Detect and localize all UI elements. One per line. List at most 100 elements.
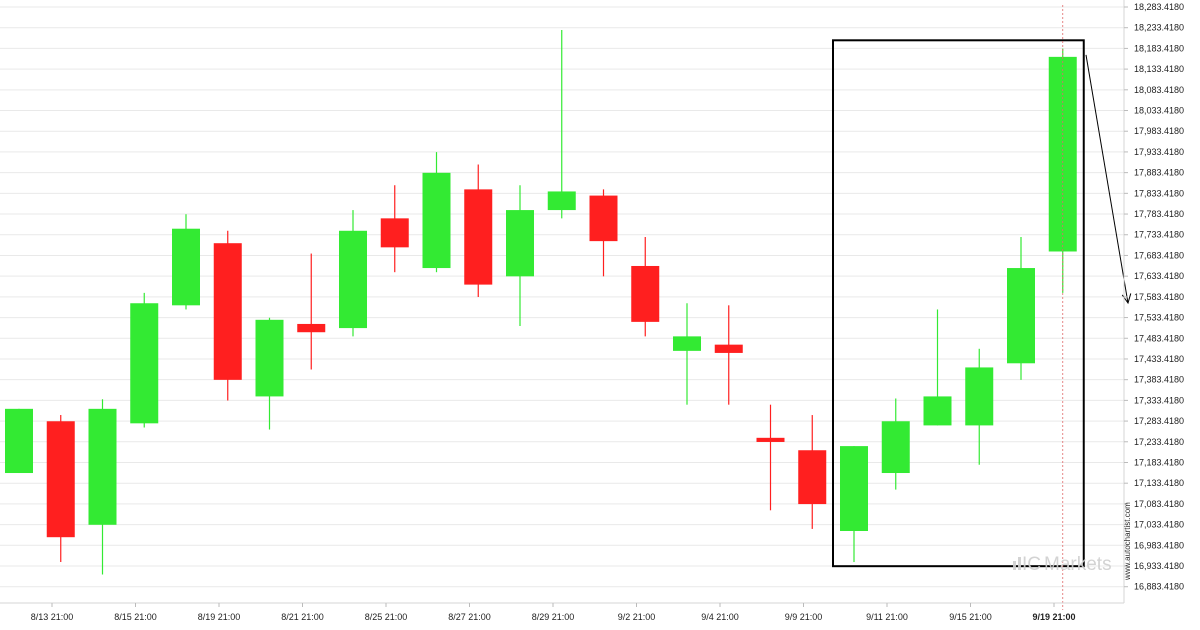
candle-body xyxy=(965,367,994,426)
y-tick-label: 17,183.4180 xyxy=(1134,457,1184,467)
y-tick-label: 17,933.4180 xyxy=(1134,147,1184,157)
candle-body xyxy=(172,228,200,306)
y-tick-label: 17,583.4180 xyxy=(1134,292,1184,302)
candle xyxy=(255,317,284,430)
x-tick-label: 9/4 21:00 xyxy=(701,612,739,622)
candle xyxy=(840,446,868,563)
y-tick-label: 18,083.4180 xyxy=(1134,85,1184,95)
y-tick-label: 17,033.4180 xyxy=(1134,520,1184,530)
candle-body xyxy=(339,230,367,329)
candle xyxy=(673,303,701,405)
pattern-annotation xyxy=(832,5,1132,610)
candle xyxy=(172,214,200,310)
candle xyxy=(380,185,409,273)
candle-body xyxy=(923,396,952,426)
candle-body xyxy=(714,344,743,353)
pattern-box xyxy=(832,39,1085,568)
y-tick-label: 17,283.4180 xyxy=(1134,416,1184,426)
candle-body xyxy=(213,243,242,380)
logo-bar-1 xyxy=(1013,561,1016,570)
candle-body xyxy=(756,437,785,442)
y-tick-label: 17,383.4180 xyxy=(1134,375,1184,385)
y-tick-label: 17,833.4180 xyxy=(1134,188,1184,198)
candle xyxy=(589,189,618,277)
candle xyxy=(88,399,117,575)
y-tick-label: 18,133.4180 xyxy=(1134,64,1184,74)
candle xyxy=(506,185,534,327)
x-tick-label: 9/11 21:00 xyxy=(866,612,908,622)
candle-body xyxy=(46,421,75,538)
y-tick-label: 17,083.4180 xyxy=(1134,499,1184,509)
candle xyxy=(46,415,75,563)
x-tick-label: 8/25 21:00 xyxy=(365,612,408,622)
candle xyxy=(1007,236,1035,380)
candle-body xyxy=(881,421,910,474)
y-tick-label: 17,883.4180 xyxy=(1134,168,1184,178)
x-tick-label: 8/21 21:00 xyxy=(281,612,324,622)
x-tick-label: 9/2 21:00 xyxy=(618,612,656,622)
x-axis: 8/13 21:00 8/15 21:00 8/19 21:00 8/21 21:00… xyxy=(0,602,1124,622)
x-tick-label: 8/29 21:00 xyxy=(532,612,575,622)
y-tick-label: 16,983.4180 xyxy=(1134,540,1184,550)
x-tick-label: 9/19 21:00 xyxy=(1032,612,1075,622)
candle-body xyxy=(1007,268,1035,364)
y-tick-label: 17,333.4180 xyxy=(1134,395,1184,405)
candle-body xyxy=(255,319,284,397)
x-tick-label: 8/19 21:00 xyxy=(198,612,241,622)
candle xyxy=(923,309,952,426)
y-tick-label: 17,133.4180 xyxy=(1134,478,1184,488)
x-tick-label: 8/13 21:00 xyxy=(31,612,74,622)
y-tick-label: 17,783.4180 xyxy=(1134,209,1184,219)
candle-body xyxy=(631,265,660,322)
candle-body xyxy=(380,218,409,248)
y-axis: 18,283.4180 18,233.4180 18,183.4180 18,133.… xyxy=(1123,0,1184,603)
candle-body xyxy=(130,303,159,424)
candle-body xyxy=(589,195,618,242)
y-tick-label: 16,883.4180 xyxy=(1134,582,1184,592)
autochartist-site-text: www.autochartist.com xyxy=(1123,502,1132,581)
y-tick-label: 17,683.4180 xyxy=(1134,250,1184,260)
y-tick-label: 18,033.4180 xyxy=(1134,106,1184,116)
y-tick-label: 18,233.4180 xyxy=(1134,23,1184,33)
logo-bar-2 xyxy=(1018,557,1021,570)
x-tick-label: 8/15 21:00 xyxy=(114,612,157,622)
candles xyxy=(5,29,1077,575)
candle xyxy=(130,292,159,428)
candle-body xyxy=(464,189,493,285)
watermark: IC Markets www.autochartist.com xyxy=(1013,502,1132,581)
brand-ic-text: IC xyxy=(1022,554,1041,575)
y-tick-label: 17,983.4180 xyxy=(1134,126,1184,136)
candle xyxy=(881,398,910,490)
candle-body xyxy=(547,191,576,211)
candle xyxy=(464,164,493,298)
y-tick-label: 17,433.4180 xyxy=(1134,354,1184,364)
candle xyxy=(965,348,994,465)
candle xyxy=(547,29,576,219)
candle xyxy=(422,152,451,273)
candle-body xyxy=(506,210,534,277)
candle-body xyxy=(673,336,701,351)
candle xyxy=(339,210,367,337)
y-tick-label: 17,733.4180 xyxy=(1134,230,1184,240)
candle-body xyxy=(422,172,451,269)
candle-body xyxy=(88,408,117,525)
candle-body xyxy=(5,408,33,474)
y-tick-label: 18,183.4180 xyxy=(1134,43,1184,53)
candle xyxy=(756,404,785,511)
candle-body xyxy=(840,446,868,531)
candle xyxy=(798,415,827,529)
y-tick-label: 17,633.4180 xyxy=(1134,271,1184,281)
candle xyxy=(631,236,660,337)
trend-arrow-line xyxy=(1085,54,1129,304)
y-tick-label: 17,233.4180 xyxy=(1134,437,1184,447)
brand-markets-text: Markets xyxy=(1044,554,1112,575)
y-tick-label: 17,533.4180 xyxy=(1134,313,1184,323)
candle-body xyxy=(297,323,326,333)
y-tick-label: 16,933.4180 xyxy=(1134,561,1184,571)
y-tick-label: 17,483.4180 xyxy=(1134,333,1184,343)
y-tick-label: 18,283.4180 xyxy=(1134,2,1184,12)
candle-body xyxy=(798,450,827,505)
x-tick-label: 9/15 21:00 xyxy=(949,612,992,622)
